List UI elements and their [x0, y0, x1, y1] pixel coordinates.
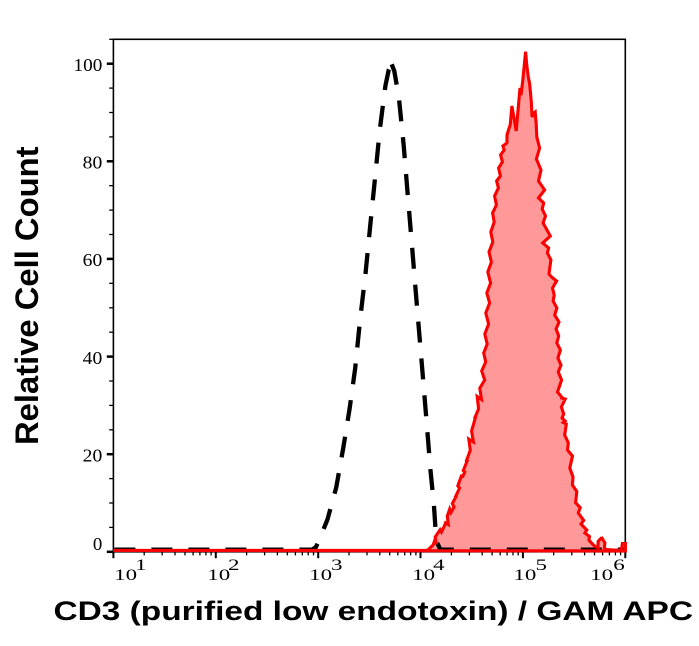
svg-text:3: 3 [331, 557, 343, 574]
svg-text:10: 10 [207, 567, 230, 584]
svg-text:10: 10 [513, 567, 536, 584]
svg-text:60: 60 [83, 250, 103, 270]
svg-text:2: 2 [228, 557, 240, 574]
svg-text:0: 0 [93, 534, 103, 554]
svg-text:Relative Cell Count: Relative Cell Count [9, 146, 45, 445]
svg-text:100: 100 [74, 55, 103, 75]
svg-text:20: 20 [83, 446, 103, 466]
svg-text:CD3 (purified low endotoxin) /: CD3 (purified low endotoxin) / GAM APC [54, 596, 694, 626]
svg-text:1: 1 [135, 557, 147, 574]
svg-text:10: 10 [412, 567, 435, 584]
svg-text:10: 10 [114, 567, 137, 584]
svg-text:4: 4 [433, 557, 445, 574]
svg-text:5: 5 [536, 557, 548, 574]
svg-text:80: 80 [83, 153, 103, 173]
svg-text:6: 6 [613, 557, 625, 574]
svg-text:10: 10 [590, 567, 613, 584]
svg-text:10: 10 [309, 567, 332, 584]
svg-text:40: 40 [83, 348, 103, 368]
